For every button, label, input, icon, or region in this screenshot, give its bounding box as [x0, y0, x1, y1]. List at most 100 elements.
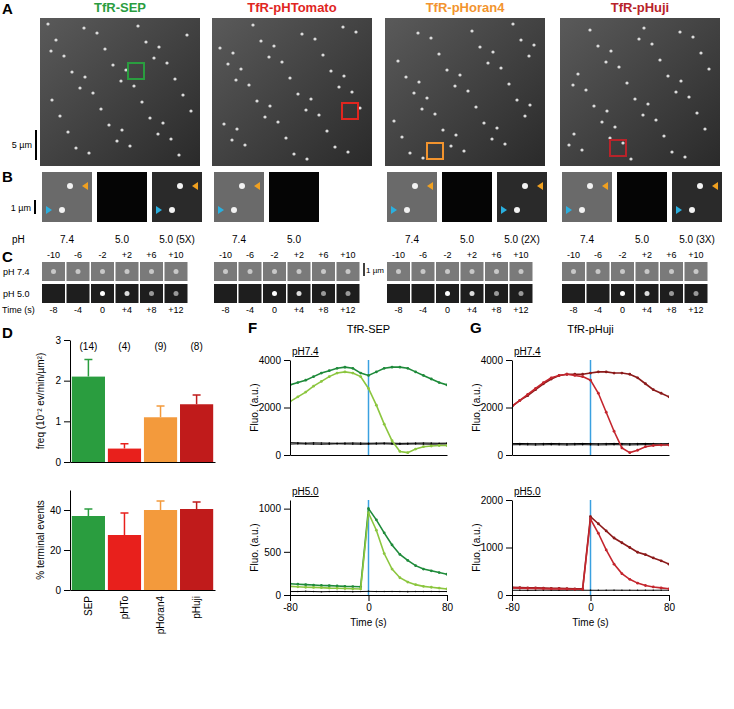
- puncta: [263, 115, 266, 118]
- series-point: [566, 588, 569, 591]
- series-point: [613, 589, 615, 591]
- y-axis-tick: 500: [264, 547, 290, 558]
- y-axis-tick: 0: [497, 450, 512, 461]
- frame-image: [685, 262, 708, 281]
- x-axis-tick-mark: [512, 595, 513, 601]
- puncta: [288, 76, 291, 79]
- puncta: [637, 37, 640, 40]
- puncta: [400, 135, 403, 138]
- x-axis-tick: 0: [588, 595, 594, 613]
- x-axis-tick: pHuji: [191, 590, 202, 619]
- frame-time: +8: [318, 305, 328, 315]
- series-point: [422, 585, 425, 588]
- puncta: [276, 120, 279, 123]
- frame-time: +8: [491, 305, 501, 315]
- spot: [100, 269, 105, 274]
- series-point: [438, 571, 441, 574]
- zoom-image: [269, 172, 319, 222]
- arrow-head: [82, 182, 88, 190]
- y-axis-line: [290, 361, 291, 456]
- spot: [396, 269, 401, 274]
- puncta: [337, 85, 340, 88]
- arrow-head: [391, 206, 397, 214]
- series-point: [446, 444, 447, 447]
- zoom-image: [497, 172, 547, 222]
- puncta: [466, 89, 469, 92]
- series-point: [526, 393, 529, 396]
- series-point: [566, 373, 569, 376]
- frame-image: [562, 284, 585, 303]
- puncta: [580, 148, 583, 151]
- puncta: [633, 97, 636, 100]
- puncta: [111, 63, 114, 66]
- ph-label: 5.0: [460, 234, 474, 245]
- series-point: [613, 372, 616, 375]
- series-point: [628, 578, 631, 581]
- series-point: [660, 444, 662, 446]
- x-axis-line: [513, 455, 670, 456]
- x-axis: -80080: [283, 595, 453, 613]
- line-chart: 020004000TfR-SEPpH7.4Fluo. (a.u.): [249, 323, 448, 461]
- series-point: [406, 559, 409, 562]
- series-point: [321, 591, 323, 593]
- series-line: [512, 374, 669, 452]
- puncta: [107, 123, 110, 126]
- micrograph: [40, 18, 200, 166]
- frame-time: -2: [618, 250, 626, 260]
- series-point: [581, 375, 584, 378]
- y-axis-tick-label: 0: [55, 457, 61, 468]
- puncta: [507, 82, 510, 85]
- x-axis-tick-label: pHoran4: [155, 596, 166, 635]
- zoom-image: [442, 172, 492, 222]
- frame-time: 0: [445, 305, 450, 315]
- frame-time: +2: [467, 250, 477, 260]
- frame-image: [587, 284, 610, 303]
- series-point: [660, 586, 663, 589]
- puncta: [490, 137, 493, 140]
- puncta: [341, 25, 344, 28]
- spot: [297, 291, 302, 296]
- y-axis-tick-label: 0: [275, 450, 281, 461]
- puncta: [292, 152, 295, 155]
- frame-image: [436, 284, 459, 303]
- frame-time: -6: [74, 250, 82, 260]
- roi-box: [427, 143, 443, 159]
- series-point: [296, 381, 299, 384]
- line-chart: 05001000-80080pH5.0Fluo. (a.u.)Time (s): [249, 486, 453, 628]
- series-point: [328, 591, 330, 593]
- error-bar: [193, 502, 201, 509]
- series-point: [414, 448, 417, 451]
- count-label: (8): [190, 341, 202, 352]
- x-axis-title: Time (s): [350, 617, 386, 628]
- frame-image: [636, 284, 659, 303]
- puncta: [703, 127, 706, 130]
- puncta: [691, 35, 694, 38]
- arrow-head: [254, 182, 260, 190]
- spot: [470, 269, 475, 274]
- puncta: [596, 44, 599, 47]
- series-point: [558, 374, 561, 377]
- puncta: [342, 74, 345, 77]
- y-axis-tick-mark: [506, 408, 512, 409]
- series-point: [312, 385, 315, 388]
- series-point: [438, 591, 440, 593]
- frame-image: [510, 284, 533, 303]
- puncta: [83, 75, 86, 78]
- spot: [239, 183, 245, 189]
- puncta: [482, 121, 485, 124]
- spot: [321, 269, 326, 274]
- series-point: [527, 444, 529, 446]
- series-point: [660, 392, 663, 395]
- series-point: [391, 544, 394, 547]
- puncta: [588, 28, 591, 31]
- construct-title: TfR-SEP: [94, 0, 146, 15]
- puncta: [169, 137, 172, 140]
- spot: [587, 183, 593, 189]
- row-label: pH 7.4: [3, 267, 30, 277]
- puncta: [650, 42, 653, 45]
- series-point: [399, 553, 402, 556]
- puncta: [243, 143, 246, 146]
- spot: [697, 183, 703, 189]
- y-axis: 010002000: [481, 495, 513, 601]
- series-line: [512, 517, 669, 589]
